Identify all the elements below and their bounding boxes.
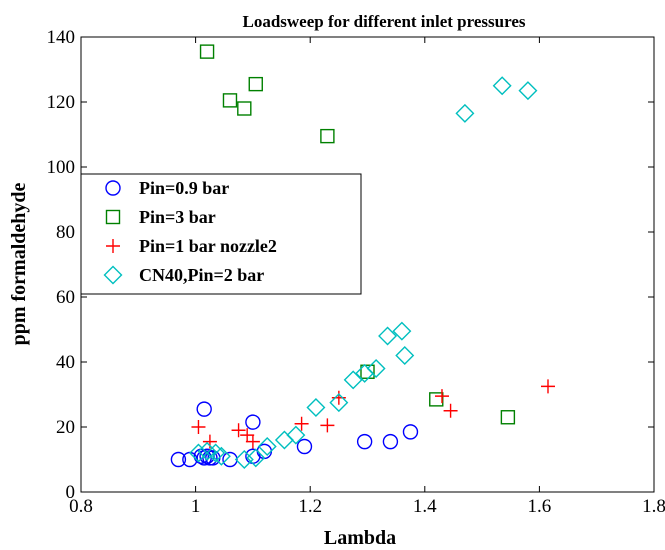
legend-marker-0 (105, 180, 121, 196)
data-point-series-1 (248, 76, 263, 92)
x-tick-label: 0.8 (69, 496, 93, 517)
data-point-series-0 (170, 451, 187, 468)
data-point-series-2 (331, 390, 346, 405)
data-point-series-3 (329, 393, 349, 413)
data-point-series-1 (320, 128, 335, 144)
data-point-series-1 (237, 101, 252, 116)
legend-label-3: CN40,Pin=2 bar (139, 265, 264, 285)
legend-marker-2 (106, 239, 120, 253)
legend-label-1: Pin=3 bar (139, 207, 216, 227)
data-point-series-2 (231, 423, 246, 438)
data-point-series-2 (240, 428, 255, 443)
chart-title: Loadsweep for different inlet pressures (242, 12, 525, 31)
data-point-series-0 (402, 424, 419, 440)
legend-label-0: Pin=0.9 bar (139, 178, 229, 198)
x-axis-label: Lambda (324, 527, 396, 549)
data-point-series-0 (296, 438, 313, 455)
data-point-series-3 (246, 448, 266, 468)
y-tick-label: 20 (56, 417, 75, 438)
data-point-series-3 (257, 437, 277, 456)
data-point-series-1 (199, 44, 215, 59)
y-tick-label: 40 (56, 352, 75, 373)
x-tick-label: 1.4 (413, 496, 437, 517)
y-tick-label: 120 (47, 92, 76, 113)
data-point-series-1 (222, 93, 238, 108)
data-point-series-3 (188, 443, 208, 463)
data-point-series-3 (378, 326, 398, 346)
legend-box (80, 173, 362, 295)
data-point-series-3 (211, 446, 231, 466)
y-tick-label: 140 (47, 27, 76, 48)
data-point-series-2 (245, 434, 260, 449)
data-point-series-2 (443, 403, 458, 418)
axis-ticks: 0.8 1 1.2 1.4 1.6 1.8 0 20 40 60 80 100 120 140 (47, 27, 665, 517)
legend-label-2: Pin=1 bar nozzle2 (139, 236, 277, 256)
data-point-series-2 (191, 420, 206, 434)
data-point-series-2 (320, 418, 335, 433)
data-point-series-2 (540, 379, 555, 394)
data-point-series-3 (366, 359, 386, 378)
data-point-series-0 (245, 414, 261, 430)
y-tick-label: 0 (66, 482, 76, 503)
data-point-series-0 (199, 448, 215, 464)
data-point-series-3 (306, 398, 326, 417)
data-point-series-3 (455, 103, 475, 123)
data-point-series-2 (434, 389, 449, 404)
x-tick-label: 1.6 (528, 496, 552, 517)
data-point-series-3 (234, 450, 254, 469)
y-tick-label: 100 (47, 157, 76, 178)
x-tick-label: 1.8 (642, 496, 665, 517)
legend-marker-3 (103, 265, 123, 285)
y-tick-label: 60 (56, 287, 75, 308)
y-tick-label: 80 (56, 222, 75, 243)
data-point-series-0 (196, 401, 212, 417)
legend-marker-1 (105, 209, 121, 225)
data-point-series-3 (395, 346, 415, 365)
data-point-series-3 (197, 441, 217, 461)
data-point-series-3 (392, 321, 412, 341)
data-point-series-3 (206, 443, 226, 463)
data-point-series-1 (429, 392, 444, 407)
x-tick-label: 1 (191, 496, 201, 517)
data-point-series-3 (518, 81, 538, 101)
data-point-series-1 (500, 410, 516, 425)
data-point-series-0 (356, 433, 373, 450)
data-point-series-3 (492, 76, 512, 96)
data-point-series-0 (222, 451, 238, 468)
data-markers (170, 44, 555, 469)
x-tick-label: 1.2 (298, 496, 322, 517)
y-axis-label: ppm formaldehyde (8, 182, 30, 345)
data-point-series-0 (382, 433, 399, 450)
legend: Pin=0.9 bar Pin=3 bar Pin=1 bar nozzle2 CN4… (80, 173, 362, 295)
data-point-series-3 (286, 425, 306, 445)
data-point-series-2 (294, 416, 309, 431)
